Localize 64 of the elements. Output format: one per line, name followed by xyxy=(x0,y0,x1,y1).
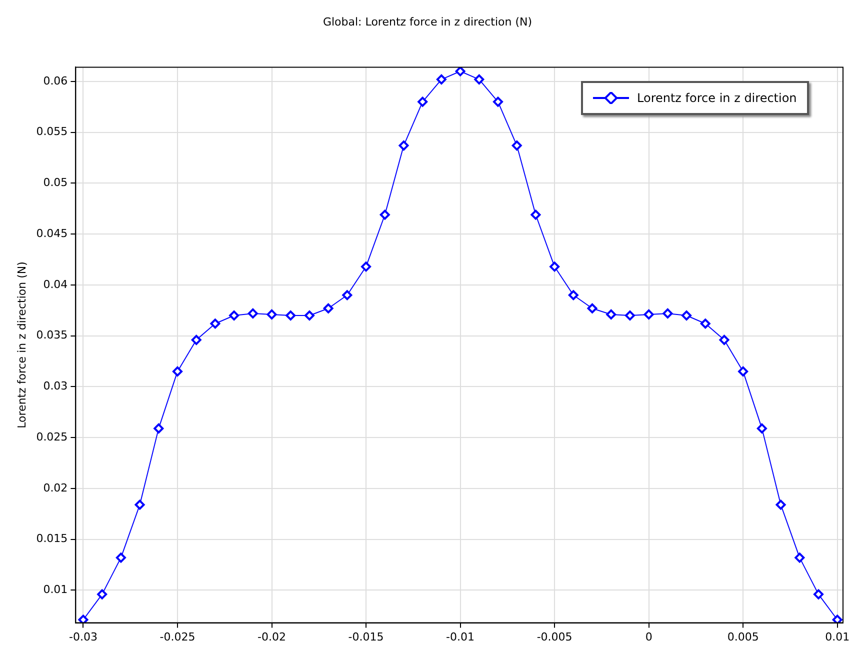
point xyxy=(550,262,560,272)
point xyxy=(380,210,390,220)
point xyxy=(172,366,182,376)
x-tick-label: -0.005 xyxy=(536,630,572,644)
point xyxy=(568,290,578,300)
point xyxy=(134,500,145,510)
point xyxy=(738,366,748,376)
point xyxy=(662,308,673,318)
x-tick-label: -0.03 xyxy=(68,630,98,644)
point xyxy=(361,262,372,272)
x-tick-label: -0.025 xyxy=(160,630,196,644)
x-tick-label: -0.015 xyxy=(348,630,384,644)
point xyxy=(512,140,522,151)
y-tick-label: 0.025 xyxy=(36,430,68,444)
point xyxy=(492,96,503,107)
point xyxy=(266,309,277,320)
point xyxy=(813,589,824,600)
point xyxy=(97,589,108,600)
y-tick-label: 0.01 xyxy=(43,583,68,596)
point xyxy=(719,334,730,345)
point xyxy=(794,552,805,563)
point xyxy=(191,334,202,345)
point xyxy=(304,310,314,320)
point xyxy=(342,290,352,300)
x-tick-label: -0.01 xyxy=(446,630,475,644)
point xyxy=(286,310,296,320)
x-tick-label: 0.005 xyxy=(727,630,759,644)
y-tick-label: 0.04 xyxy=(43,278,68,291)
y-tick-label: 0.055 xyxy=(36,125,68,138)
y-tick-label: 0.015 xyxy=(36,532,68,546)
point xyxy=(210,318,220,329)
point xyxy=(248,308,258,318)
point xyxy=(398,140,409,151)
point xyxy=(116,552,126,563)
point xyxy=(418,96,428,107)
legend-label: Lorentz force in z direction xyxy=(637,91,797,106)
x-tick-label: 0 xyxy=(645,630,652,644)
point xyxy=(832,614,842,623)
point xyxy=(229,310,240,320)
point xyxy=(436,74,446,84)
point xyxy=(530,210,541,220)
y-tick-label: 0.035 xyxy=(36,328,68,342)
point xyxy=(606,309,616,320)
point xyxy=(624,310,635,320)
y-tick-label: 0.02 xyxy=(43,481,68,494)
y-tick-label: 0.05 xyxy=(43,176,68,190)
y-tick-label: 0.045 xyxy=(36,226,68,240)
point xyxy=(587,303,598,314)
point xyxy=(78,614,88,623)
y-tick-label: 0.06 xyxy=(43,74,68,88)
y-axis-title: Lorentz force in z direction (N) xyxy=(15,262,28,428)
x-tick-label: 0.01 xyxy=(825,630,850,644)
point xyxy=(474,74,484,84)
point xyxy=(455,67,466,76)
point xyxy=(154,423,164,434)
y-tick-label: 0.03 xyxy=(43,380,68,393)
x-tick-label: -0.02 xyxy=(258,630,286,644)
point xyxy=(756,423,767,434)
point xyxy=(323,303,334,314)
chart-title: Global: Lorentz force in z direction (N) xyxy=(322,15,532,28)
point xyxy=(776,500,786,510)
point xyxy=(700,318,710,329)
point xyxy=(682,310,692,320)
point xyxy=(644,309,654,320)
